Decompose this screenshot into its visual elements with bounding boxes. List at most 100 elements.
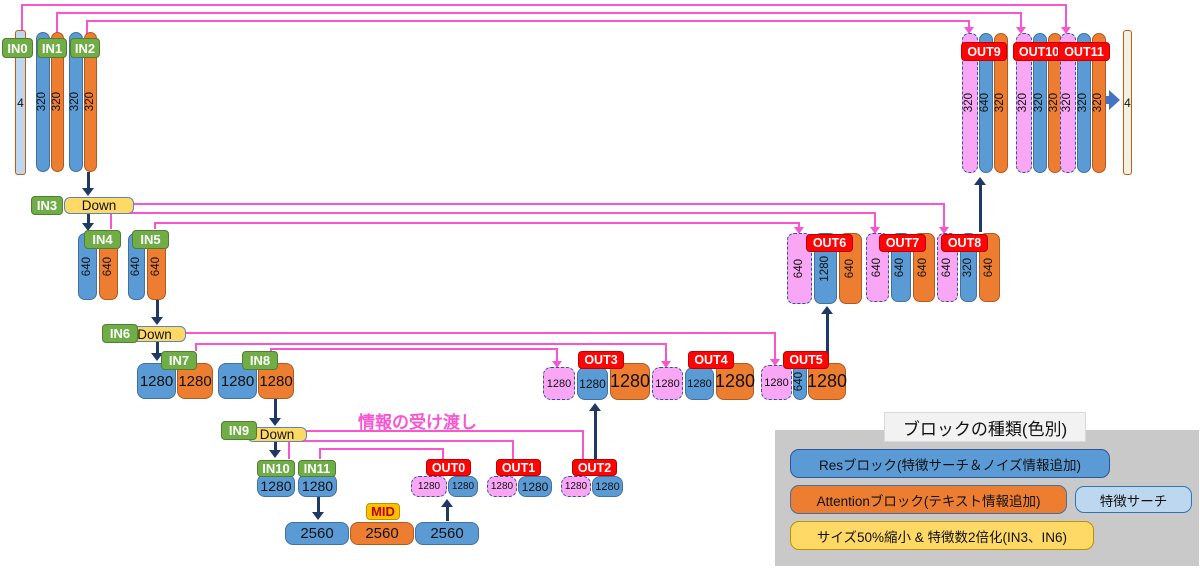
- skip-in2-out9-drop: [968, 21, 970, 28]
- mid-attn-box: 2560: [350, 522, 414, 545]
- arrow-mid-out0-arrowhead-icon: [441, 499, 453, 507]
- tag-out6: OUT6: [806, 234, 853, 252]
- arrow-in11-mid: [316, 497, 320, 512]
- out11-attn-bar: 320: [1092, 33, 1106, 173]
- out11-res-bar: 320: [1077, 33, 1091, 173]
- arrow-down3-in4-arrowhead-icon: [82, 223, 94, 231]
- skip-in9-out2-line: [306, 430, 584, 432]
- skip-in6-out5-line: [185, 332, 776, 334]
- output-latent-bar: 4: [1123, 30, 1132, 175]
- out5-skip-box: 1280: [761, 365, 792, 400]
- arrow-out5-out6: [825, 313, 829, 361]
- tag-in2: IN2: [70, 38, 100, 58]
- skip-in4-out7-stub: [110, 213, 112, 229]
- in8-attn-box: 1280: [258, 363, 294, 399]
- arrow-down6-in7: [155, 341, 159, 353]
- down-in3: Down: [64, 197, 134, 214]
- out3-attn-box: 1280: [610, 363, 650, 400]
- out4-attn-box: 1280: [715, 363, 755, 400]
- skip-in0-out11-line: [21, 4, 1067, 6]
- skip-connection-note: 情報の受け渡し: [358, 413, 477, 432]
- legend-item-res-block: Resブロック(特徴サーチ＆ノイズ情報追加): [790, 449, 1110, 478]
- tag-in1: IN1: [37, 38, 67, 58]
- skip-in4-out7-arrowhead-icon: [870, 227, 880, 234]
- skip-in8-out3-stub: [270, 349, 272, 351]
- legend-title: ブロックの種類(色別): [884, 412, 1086, 442]
- skip-in6-out5-arrowhead-icon: [770, 359, 780, 366]
- in8-res-box: 1280: [218, 363, 257, 399]
- skip-in8-out3-line: [270, 348, 558, 350]
- mid-res2-box: 2560: [415, 522, 479, 545]
- skip-in0-out11-drop: [1065, 5, 1067, 28]
- in2-attn-bar: 320: [84, 32, 97, 172]
- skip-in11-out0-line: [319, 448, 444, 450]
- skip-in2-out9-arrowhead-icon: [964, 27, 974, 34]
- skip-in10-out1-drop: [512, 441, 514, 471]
- out1-res-box: 1280: [518, 476, 552, 497]
- skip-in3-out8-drop: [943, 204, 945, 228]
- skip-in4-out7-drop: [874, 213, 876, 228]
- out9-skip-bar: 320: [962, 33, 978, 173]
- mid-res1-box: 2560: [285, 522, 349, 545]
- skip-in2-out9-line: [86, 20, 970, 22]
- arrow-in11-mid-arrowhead-icon: [312, 512, 324, 520]
- tag-out11: OUT11: [1058, 42, 1110, 61]
- out2-res-box: 1280: [592, 476, 623, 497]
- arrow-down9-in10: [273, 436, 277, 450]
- skip-in0-out11-stub: [21, 5, 23, 36]
- skip-in1-out10-line: [56, 12, 1022, 14]
- skip-in8-out3-drop: [556, 349, 558, 362]
- in2-res-bar: 320: [69, 32, 83, 172]
- tag-out5: OUT5: [783, 351, 829, 369]
- out1-skip-box: 1280: [487, 476, 517, 497]
- in11-res-box: 1280: [298, 474, 337, 497]
- tag-in6: IN6: [102, 324, 138, 343]
- arrow-in8-down9-arrowhead-icon: [269, 418, 281, 426]
- down-in9: Down: [247, 427, 307, 442]
- tag-out9: OUT9: [961, 42, 1007, 61]
- skip-in7-out4-drop: [665, 344, 667, 362]
- skip-in10-out1-line: [288, 440, 514, 442]
- legend-item-downsample: サイズ50%縮小 & 特徴数2倍化(IN3、IN6): [790, 521, 1094, 550]
- arrow-out11-latent-head-icon: [1109, 90, 1120, 110]
- out3-res-box: 1280: [577, 367, 608, 400]
- tag-in5: IN5: [132, 230, 169, 249]
- tag-out1: OUT1: [496, 459, 541, 476]
- skip-in6-out5-drop: [774, 333, 776, 360]
- skip-in8-out3-arrowhead-icon: [552, 361, 562, 368]
- out4-res-box: 1280: [685, 367, 714, 400]
- skip-in1-out10-drop: [1020, 13, 1022, 28]
- tag-mid: MID: [366, 503, 400, 520]
- out3-skip-box: 1280: [543, 367, 575, 400]
- skip-in3-out8-line: [132, 203, 945, 205]
- skip-in11-out0-stub: [319, 449, 321, 459]
- tag-out10: OUT10: [1013, 42, 1065, 61]
- arrow-down6-in7-arrowhead-icon: [151, 353, 163, 361]
- arrow-in2-down3-arrowhead-icon: [82, 188, 94, 196]
- tag-in4: IN4: [84, 230, 121, 249]
- skip-in7-out4-line: [195, 343, 667, 345]
- skip-in5-out6-arrowhead-icon: [794, 227, 804, 234]
- arrow-down3-in4: [86, 213, 90, 223]
- out5-attn-box: 1280: [807, 363, 847, 400]
- arrow-out5-out6-arrowhead-icon: [821, 306, 833, 314]
- skip-in4-out7-line: [110, 212, 876, 214]
- skip-in1-out10-stub: [56, 13, 58, 36]
- in10-res-box: 1280: [257, 474, 295, 497]
- skip-in10-out1-stub: [288, 441, 290, 459]
- out9-res-bar: 640: [979, 33, 993, 173]
- legend-item-feature-search: 特徴サーチ: [1075, 486, 1192, 513]
- tag-in3: IN3: [31, 196, 63, 215]
- out0-skip-box: 1280: [411, 476, 447, 497]
- skip-in0-out11-arrowhead-icon: [1061, 27, 1071, 34]
- in7-res-box: 1280: [137, 363, 176, 399]
- out10-res-bar: 320: [1033, 33, 1047, 173]
- tag-in11: IN11: [298, 460, 336, 477]
- tag-in7: IN7: [161, 351, 197, 370]
- out10-skip-bar: 320: [1016, 33, 1032, 173]
- skip-in2-out9-stub: [86, 21, 88, 36]
- skip-in1-out10-arrowhead-icon: [1016, 27, 1026, 34]
- tag-out8: OUT8: [941, 234, 988, 252]
- arrow-in5-down6-arrowhead-icon: [151, 317, 163, 325]
